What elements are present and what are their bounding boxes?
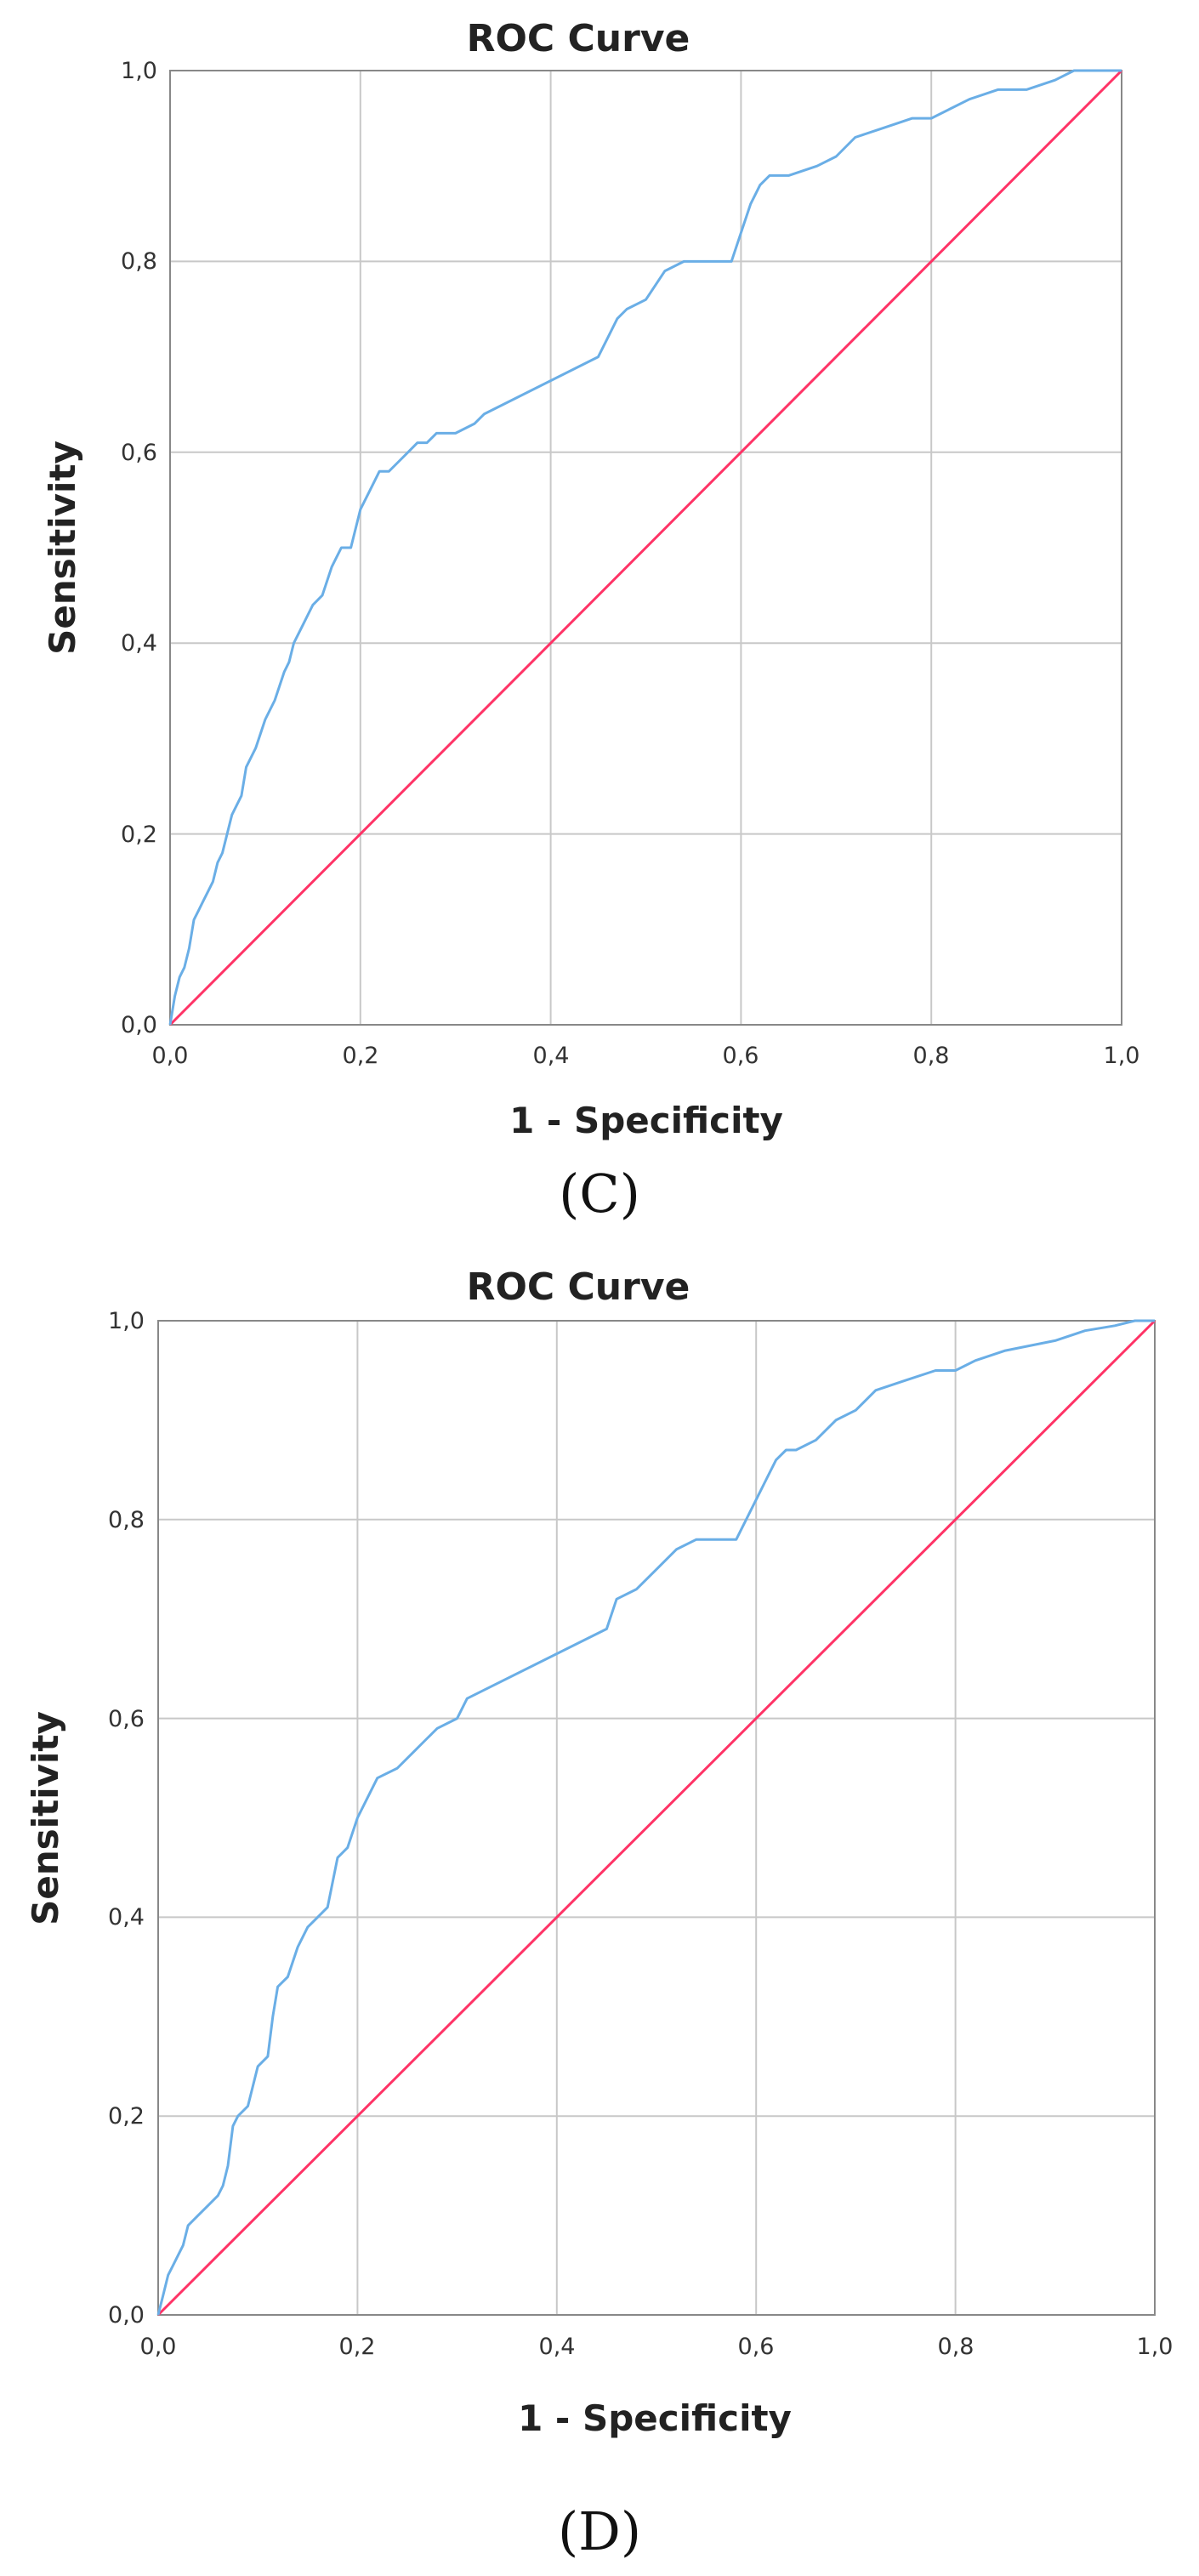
- x-axis-label: 1 - Specificity: [509, 1100, 783, 1141]
- y-tick-label: 0,4: [121, 630, 157, 657]
- x-tick-label: 1,0: [1104, 1043, 1140, 1069]
- roc-chart-panel-c: ROC Curve 0,0 0,2 0,4 0,6 0,8 1,0 0,0 0,…: [42, 17, 1139, 1225]
- y-tick-labels: 0,0 0,2 0,4 0,6 0,8 1,0: [121, 58, 157, 1038]
- roc-curve: [156, 1319, 1155, 2316]
- x-tick-label: 1,0: [1137, 2334, 1173, 2360]
- x-tick-label: 0,8: [913, 1043, 950, 1069]
- reference-diagonal-line: [168, 69, 1123, 1026]
- x-tick-label: 0,6: [738, 2334, 775, 2360]
- reference-diagonal-line: [156, 1319, 1156, 2317]
- y-tick-label: 0,0: [121, 1012, 157, 1038]
- roc-curve-line: [168, 69, 1122, 1026]
- x-tick-label: 0,0: [140, 2334, 177, 2360]
- x-tick-label: 0,2: [343, 1043, 379, 1069]
- chart-title: ROC Curve: [467, 17, 690, 60]
- y-tick-label: 1,0: [108, 1308, 145, 1334]
- x-tick-label: 0,4: [539, 2334, 576, 2360]
- panel-caption: (C): [559, 1163, 640, 1225]
- y-tick-label: 0,2: [121, 822, 157, 848]
- roc-chart-panel-d: ROC Curve 0,0 0,2 0,4 0,6 0,8 1,0 0,0 0,…: [25, 1265, 1173, 2562]
- y-tick-label: 0,8: [121, 248, 157, 275]
- plot-frame: [169, 70, 1122, 1026]
- y-tick-label: 0,2: [108, 2103, 145, 2130]
- roc-curve: [168, 69, 1122, 1026]
- x-tick-label: 0,0: [152, 1043, 189, 1069]
- roc-curve-line: [156, 1319, 1155, 2316]
- panel-caption: (D): [558, 2500, 641, 2562]
- y-axis-label: Sensitivity: [25, 1711, 66, 1925]
- x-tick-label: 0,2: [339, 2334, 376, 2360]
- x-tick-labels: 0,0 0,2 0,4 0,6 0,8 1,0: [152, 1043, 1140, 1069]
- x-tick-labels: 0,0 0,2 0,4 0,6 0,8 1,0: [140, 2334, 1173, 2360]
- plot-frame: [157, 1320, 1156, 2316]
- x-tick-label: 0,8: [938, 2334, 975, 2360]
- y-tick-label: 0,4: [108, 1904, 145, 1931]
- reference-line: [168, 69, 1123, 1026]
- chart-title: ROC Curve: [467, 1265, 690, 1309]
- y-tick-label: 0,8: [108, 1507, 145, 1533]
- y-tick-label: 1,0: [121, 58, 157, 84]
- x-tick-label: 0,4: [533, 1043, 570, 1069]
- y-tick-label: 0,0: [108, 2302, 145, 2329]
- x-tick-label: 0,6: [723, 1043, 759, 1069]
- y-tick-label: 0,6: [121, 440, 157, 466]
- y-tick-label: 0,6: [108, 1706, 145, 1732]
- y-axis-label: Sensitivity: [42, 441, 83, 655]
- reference-line: [156, 1319, 1156, 2317]
- x-axis-label: 1 - Specificity: [518, 2397, 792, 2439]
- y-tick-labels: 0,0 0,2 0,4 0,6 0,8 1,0: [108, 1308, 145, 2329]
